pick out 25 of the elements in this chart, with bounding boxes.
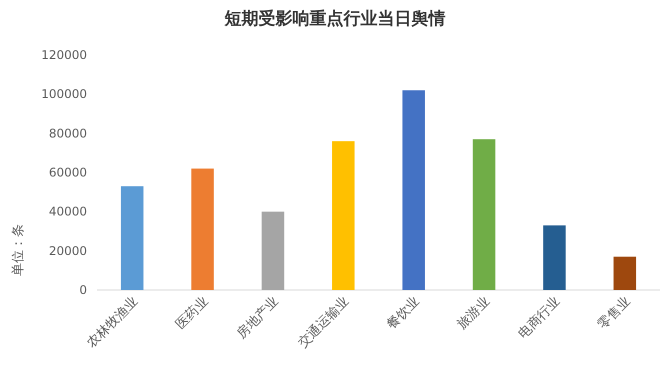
x-tick-label: 电商行业 [516,294,564,342]
chart-title: 短期受影响重点行业当日舆情 [224,9,446,29]
bar [332,141,355,290]
y-tick-label: 0 [79,283,87,297]
y-tick-label: 100000 [41,87,87,102]
bar [472,139,496,290]
x-tick-label: 餐饮业 [384,294,423,332]
bar [543,225,566,290]
x-tick-label: 医药业 [173,294,212,332]
y-tick-label: 80000 [48,126,87,140]
x-tick-label: 农林牧渔业 [84,294,142,351]
x-tick-label: 零售业 [595,294,634,332]
x-tick-label: 交通运输业 [294,294,352,351]
bar [120,186,144,290]
bar [262,212,284,290]
y-tick-label: 20000 [48,244,87,258]
y-tick-label: 60000 [48,166,87,180]
bar [614,256,636,290]
bar [191,168,214,290]
x-tick-label: 房地产业 [234,294,282,342]
x-tick-label: 旅游业 [454,294,493,332]
y-axis-title: 单位：条 [11,224,26,276]
bar [402,90,425,290]
y-tick-label: 40000 [48,204,87,219]
y-tick-label: 120000 [41,48,87,62]
